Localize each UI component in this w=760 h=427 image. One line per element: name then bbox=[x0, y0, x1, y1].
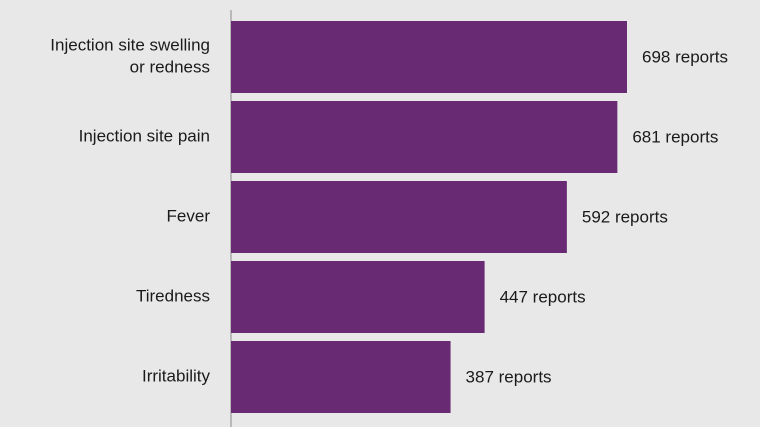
category-label-line: Irritability bbox=[142, 366, 211, 385]
value-label: 681 reports bbox=[632, 127, 718, 146]
value-label: 698 reports bbox=[642, 47, 728, 66]
bar-4 bbox=[231, 341, 451, 413]
bar-1 bbox=[231, 101, 618, 173]
category-label-line: Tiredness bbox=[136, 286, 210, 305]
value-labels: 698 reports 681 reports 592 reports 447 rep… bbox=[466, 47, 728, 386]
category-label-line: Injection site pain bbox=[79, 126, 210, 145]
category-label-line: Injection site swelling bbox=[50, 35, 210, 54]
value-label: 592 reports bbox=[582, 207, 668, 226]
category-label: Irritability bbox=[142, 366, 211, 385]
value-label: 447 reports bbox=[500, 287, 586, 306]
category-label: Tiredness bbox=[136, 286, 210, 305]
category-label: Injection site pain bbox=[79, 126, 210, 145]
bars-group bbox=[231, 21, 627, 413]
bar-0 bbox=[231, 21, 627, 93]
category-label-line: Fever bbox=[167, 206, 211, 225]
bar-3 bbox=[231, 261, 485, 333]
category-label-line: or redness bbox=[130, 57, 210, 76]
category-label: Injection site swelling or redness bbox=[50, 35, 210, 76]
category-label: Fever bbox=[167, 206, 211, 225]
value-label: 387 reports bbox=[466, 367, 552, 386]
category-labels: Injection site swelling or rednessInjecti… bbox=[50, 35, 210, 385]
bar-2 bbox=[231, 181, 567, 253]
